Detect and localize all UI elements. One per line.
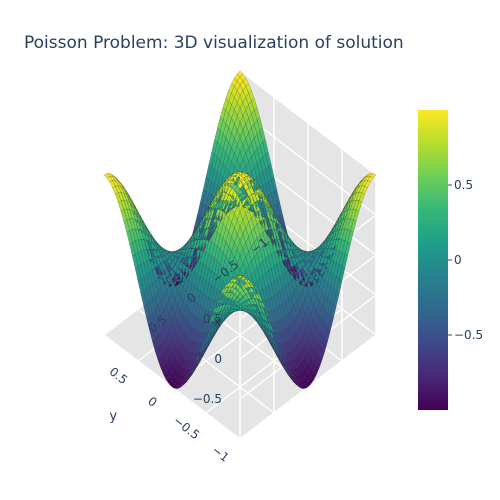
colorbar-tick-label: 0 [454, 253, 462, 267]
colorbar[interactable]: −0.5 0 0.5 [418, 110, 483, 410]
z-tick-label: −0.5 [193, 392, 222, 406]
z-tick-label: 0.5 [203, 312, 222, 326]
y-tick-label: 0 [145, 394, 160, 410]
y-tick-label: −0.5 [171, 413, 203, 442]
y-tick-label: 0.5 [107, 364, 131, 387]
colorbar-tick-label: −0.5 [454, 328, 483, 342]
z-tick-label: 0 [214, 352, 222, 366]
colorbar-gradient [418, 110, 448, 410]
y-axis-title: y [109, 409, 117, 424]
y-tick-label: −1 [209, 443, 232, 465]
colorbar-tick-label: 0.5 [454, 178, 473, 192]
